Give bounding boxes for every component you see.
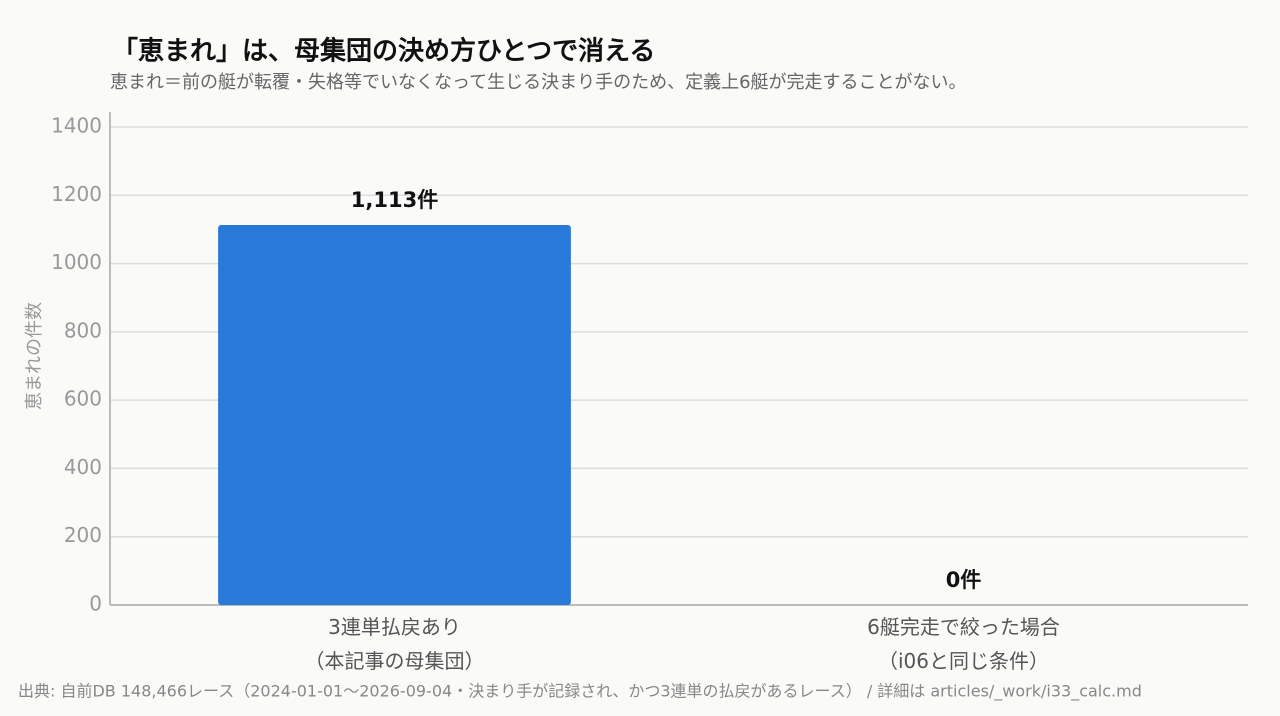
y-tick-label: 400: [64, 455, 102, 479]
y-tick-label: 0: [89, 592, 102, 616]
y-tick-label: 1400: [51, 114, 102, 138]
bar: [218, 224, 571, 606]
x-tick-label: 3連単払戻あり（本記事の母集団）: [305, 615, 485, 673]
y-tick-label: 600: [64, 387, 102, 411]
chart-subtitle: 恵まれ＝前の艇が転覆・失格等でいなくなって生じる決まり手のため、定義上6艇が完走…: [110, 72, 967, 93]
y-axis-label: 恵まれの件数: [24, 302, 45, 410]
source-note: 出典: 自前DB 148,466レース（2024-01-01〜2026-09-0…: [18, 682, 1142, 702]
x-tick-label: 6艇完走で絞った場合（i06と同じ条件）: [867, 615, 1060, 673]
value-label: 0件: [946, 568, 982, 592]
y-tick-label: 200: [64, 523, 102, 547]
y-tick-label: 1200: [51, 182, 102, 206]
y-tick-label: 800: [64, 318, 102, 342]
value-label: 1,113件: [351, 188, 438, 212]
y-tick-label: 1000: [51, 250, 102, 274]
chart-title: 「恵まれ」は、母集団の決め方ひとつで消える: [112, 36, 655, 67]
